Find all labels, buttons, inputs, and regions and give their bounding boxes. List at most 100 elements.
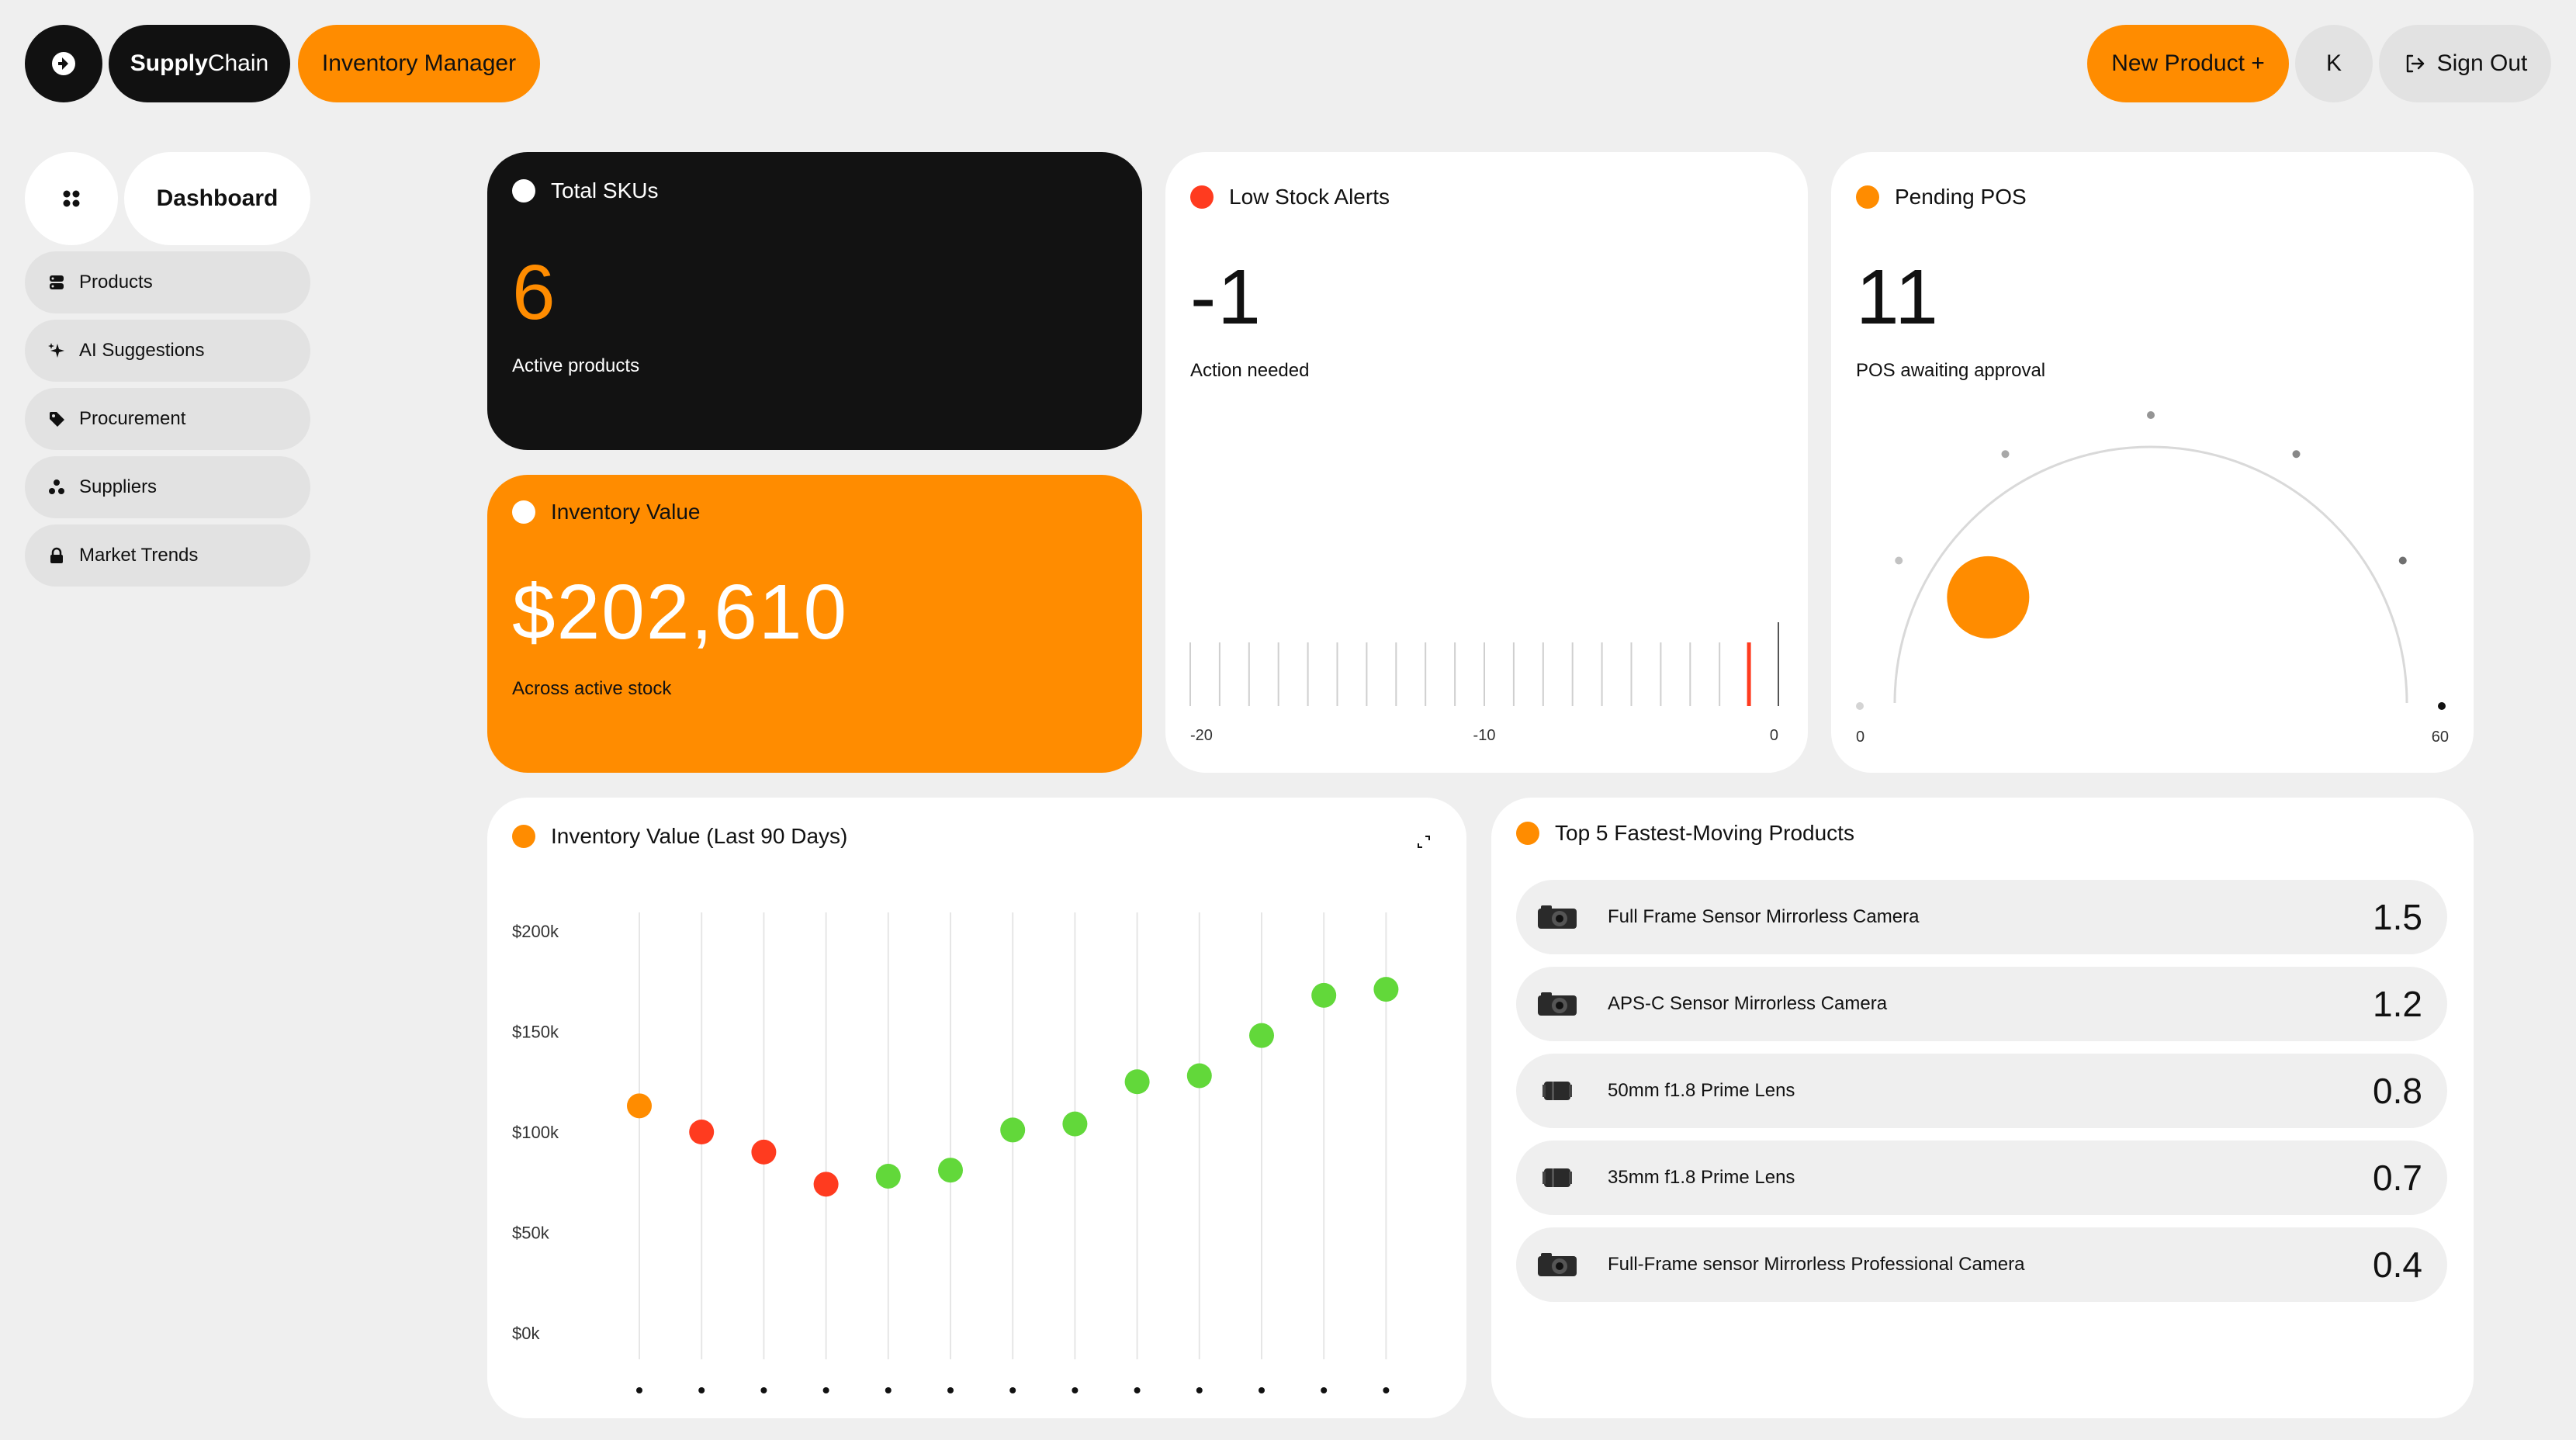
scale-tick-label: 0 <box>1770 727 1778 744</box>
sparkle-icon <box>48 343 64 358</box>
gauge-tick-dot <box>2292 450 2301 459</box>
x-tick-dot <box>698 1387 705 1393</box>
sign-out-icon <box>2406 54 2424 73</box>
x-tick-dot <box>1009 1387 1016 1393</box>
inventory-value-amount: $202,610 <box>512 569 849 656</box>
inventory-value-card: Inventory Value $202,610 Across active s… <box>487 475 1142 773</box>
product-row[interactable]: 50mm f1.8 Prime Lens 0.8 <box>1516 1054 2447 1128</box>
logo-button[interactable] <box>25 25 102 102</box>
data-point[interactable] <box>1000 1117 1026 1143</box>
data-point[interactable] <box>751 1139 777 1165</box>
sidebar-item-ai-suggestions[interactable]: AI Suggestions <box>25 320 310 382</box>
card-title: Total SKUs <box>512 178 659 203</box>
sidebar-item-market-trends[interactable]: Market Trends <box>25 524 310 587</box>
sidebar-item-products[interactable]: Products <box>25 251 310 313</box>
status-dot <box>1516 822 1539 845</box>
grid-icon <box>63 190 80 207</box>
data-point[interactable] <box>1062 1111 1088 1137</box>
low-stock-scale: -20 -10 0 <box>1189 622 1779 744</box>
brand-name[interactable]: Supply Chain <box>109 25 290 102</box>
brand-regular: Chain <box>207 50 269 76</box>
top-products-card: Top 5 Fastest-Moving Products Full Frame… <box>1491 798 2474 1418</box>
y-tick-label: $150k <box>512 1023 559 1042</box>
low-stock-value: -1 <box>1190 254 1262 341</box>
logo-icon <box>52 52 75 75</box>
new-product-button[interactable]: New Product + <box>2087 25 2289 102</box>
x-tick-dot <box>760 1387 767 1393</box>
gauge-value-marker <box>1947 556 2030 639</box>
product-row[interactable]: 35mm f1.8 Prime Lens 0.7 <box>1516 1141 2447 1215</box>
data-point[interactable] <box>813 1172 839 1197</box>
sign-out-label: Sign Out <box>2436 50 2528 76</box>
y-tick-label: $100k <box>512 1123 559 1142</box>
brand-bold: Supply <box>130 50 208 76</box>
camera-icon <box>1536 1251 1578 1278</box>
product-row[interactable]: Full Frame Sensor Mirrorless Camera 1.5 <box>1516 880 2447 954</box>
x-tick-dot <box>1196 1387 1203 1393</box>
sidebar-item-procurement[interactable]: Procurement <box>25 388 310 450</box>
dashboard-icon-button[interactable] <box>25 152 118 245</box>
product-row[interactable]: APS-C Sensor Mirrorless Camera 1.2 <box>1516 967 2447 1041</box>
low-stock-label: Action needed <box>1190 360 1310 381</box>
product-row[interactable]: Full-Frame sensor Mirrorless Professiona… <box>1516 1227 2447 1302</box>
data-point[interactable] <box>627 1093 652 1119</box>
gauge-tick-dot <box>2398 556 2407 565</box>
gauge-tick-dot <box>2001 450 2010 459</box>
x-tick-dot <box>1321 1387 1328 1393</box>
data-point[interactable] <box>1124 1069 1150 1095</box>
status-dot <box>512 825 535 848</box>
alert-dot <box>1190 185 1214 209</box>
data-point[interactable] <box>1311 982 1337 1008</box>
product-name: 50mm f1.8 Prime Lens <box>1608 1080 1795 1101</box>
scale-tick-label: -10 <box>1473 727 1496 744</box>
inventory-value-chart-card: Inventory Value (Last 90 Days) $200k $150… <box>487 798 1466 1418</box>
data-point[interactable] <box>1186 1063 1212 1089</box>
expand-icon[interactable] <box>1412 830 1435 853</box>
sidebar-item-suppliers[interactable]: Suppliers <box>25 456 310 518</box>
gauge-tick-dot <box>1895 556 1903 565</box>
product-velocity: 1.5 <box>2373 897 2422 937</box>
product-name: APS-C Sensor Mirrorless Camera <box>1608 993 1888 1014</box>
x-tick-dot <box>947 1387 954 1393</box>
card-title: Inventory Value (Last 90 Days) <box>512 824 847 849</box>
sidebar-item-label: Products <box>79 272 153 292</box>
product-velocity: 0.4 <box>2373 1244 2422 1285</box>
camera-icon <box>1536 991 1578 1017</box>
x-tick-dot <box>1134 1387 1141 1393</box>
data-point[interactable] <box>1249 1023 1274 1048</box>
product-velocity: 1.2 <box>2373 984 2422 1024</box>
x-tick-dot <box>636 1387 642 1393</box>
product-name: 35mm f1.8 Prime Lens <box>1608 1167 1795 1188</box>
camera-icon <box>1536 904 1578 930</box>
top-products-title: Top 5 Fastest-Moving Products <box>1555 821 1854 845</box>
data-point[interactable] <box>689 1120 715 1144</box>
card-title-text: Pending POS <box>1895 185 2027 209</box>
x-tick-dot <box>1383 1387 1390 1393</box>
app-name-button[interactable]: Inventory Manager <box>298 25 540 102</box>
status-dot <box>1856 185 1879 209</box>
card-title-text: Inventory Value <box>551 500 701 524</box>
total-skus-card: Total SKUs 6 Active products <box>487 152 1142 450</box>
lens-icon <box>1536 1078 1578 1104</box>
low-stock-card: Low Stock Alerts -1 Action needed -20 -10… <box>1165 152 1808 773</box>
avatar[interactable]: K <box>2295 25 2373 102</box>
sidebar-item-dashboard[interactable]: Dashboard <box>124 152 310 245</box>
sidebar-item-label: Market Trends <box>79 545 199 566</box>
status-dot <box>512 179 535 202</box>
sign-out-button[interactable]: Sign Out <box>2379 25 2551 102</box>
card-title: Top 5 Fastest-Moving Products <box>1516 821 1854 846</box>
gauge-max-label: 60 <box>2432 729 2449 746</box>
inventory-value-label: Across active stock <box>512 678 672 699</box>
product-velocity: 0.8 <box>2373 1071 2422 1111</box>
lock-icon <box>50 547 63 563</box>
inventory-scatter-chart: $200k $150k $100k $50k $0k <box>512 912 1399 1393</box>
card-title-text: Total SKUs <box>551 178 659 202</box>
card-title: Pending POS <box>1856 185 2027 209</box>
y-tick-label: $200k <box>512 922 559 941</box>
status-dot <box>512 500 535 524</box>
pending-pos-label: POS awaiting approval <box>1856 360 2046 381</box>
total-skus-label: Active products <box>512 355 640 376</box>
data-point[interactable] <box>875 1163 901 1189</box>
data-point[interactable] <box>938 1158 963 1183</box>
data-point[interactable] <box>1373 977 1399 1002</box>
